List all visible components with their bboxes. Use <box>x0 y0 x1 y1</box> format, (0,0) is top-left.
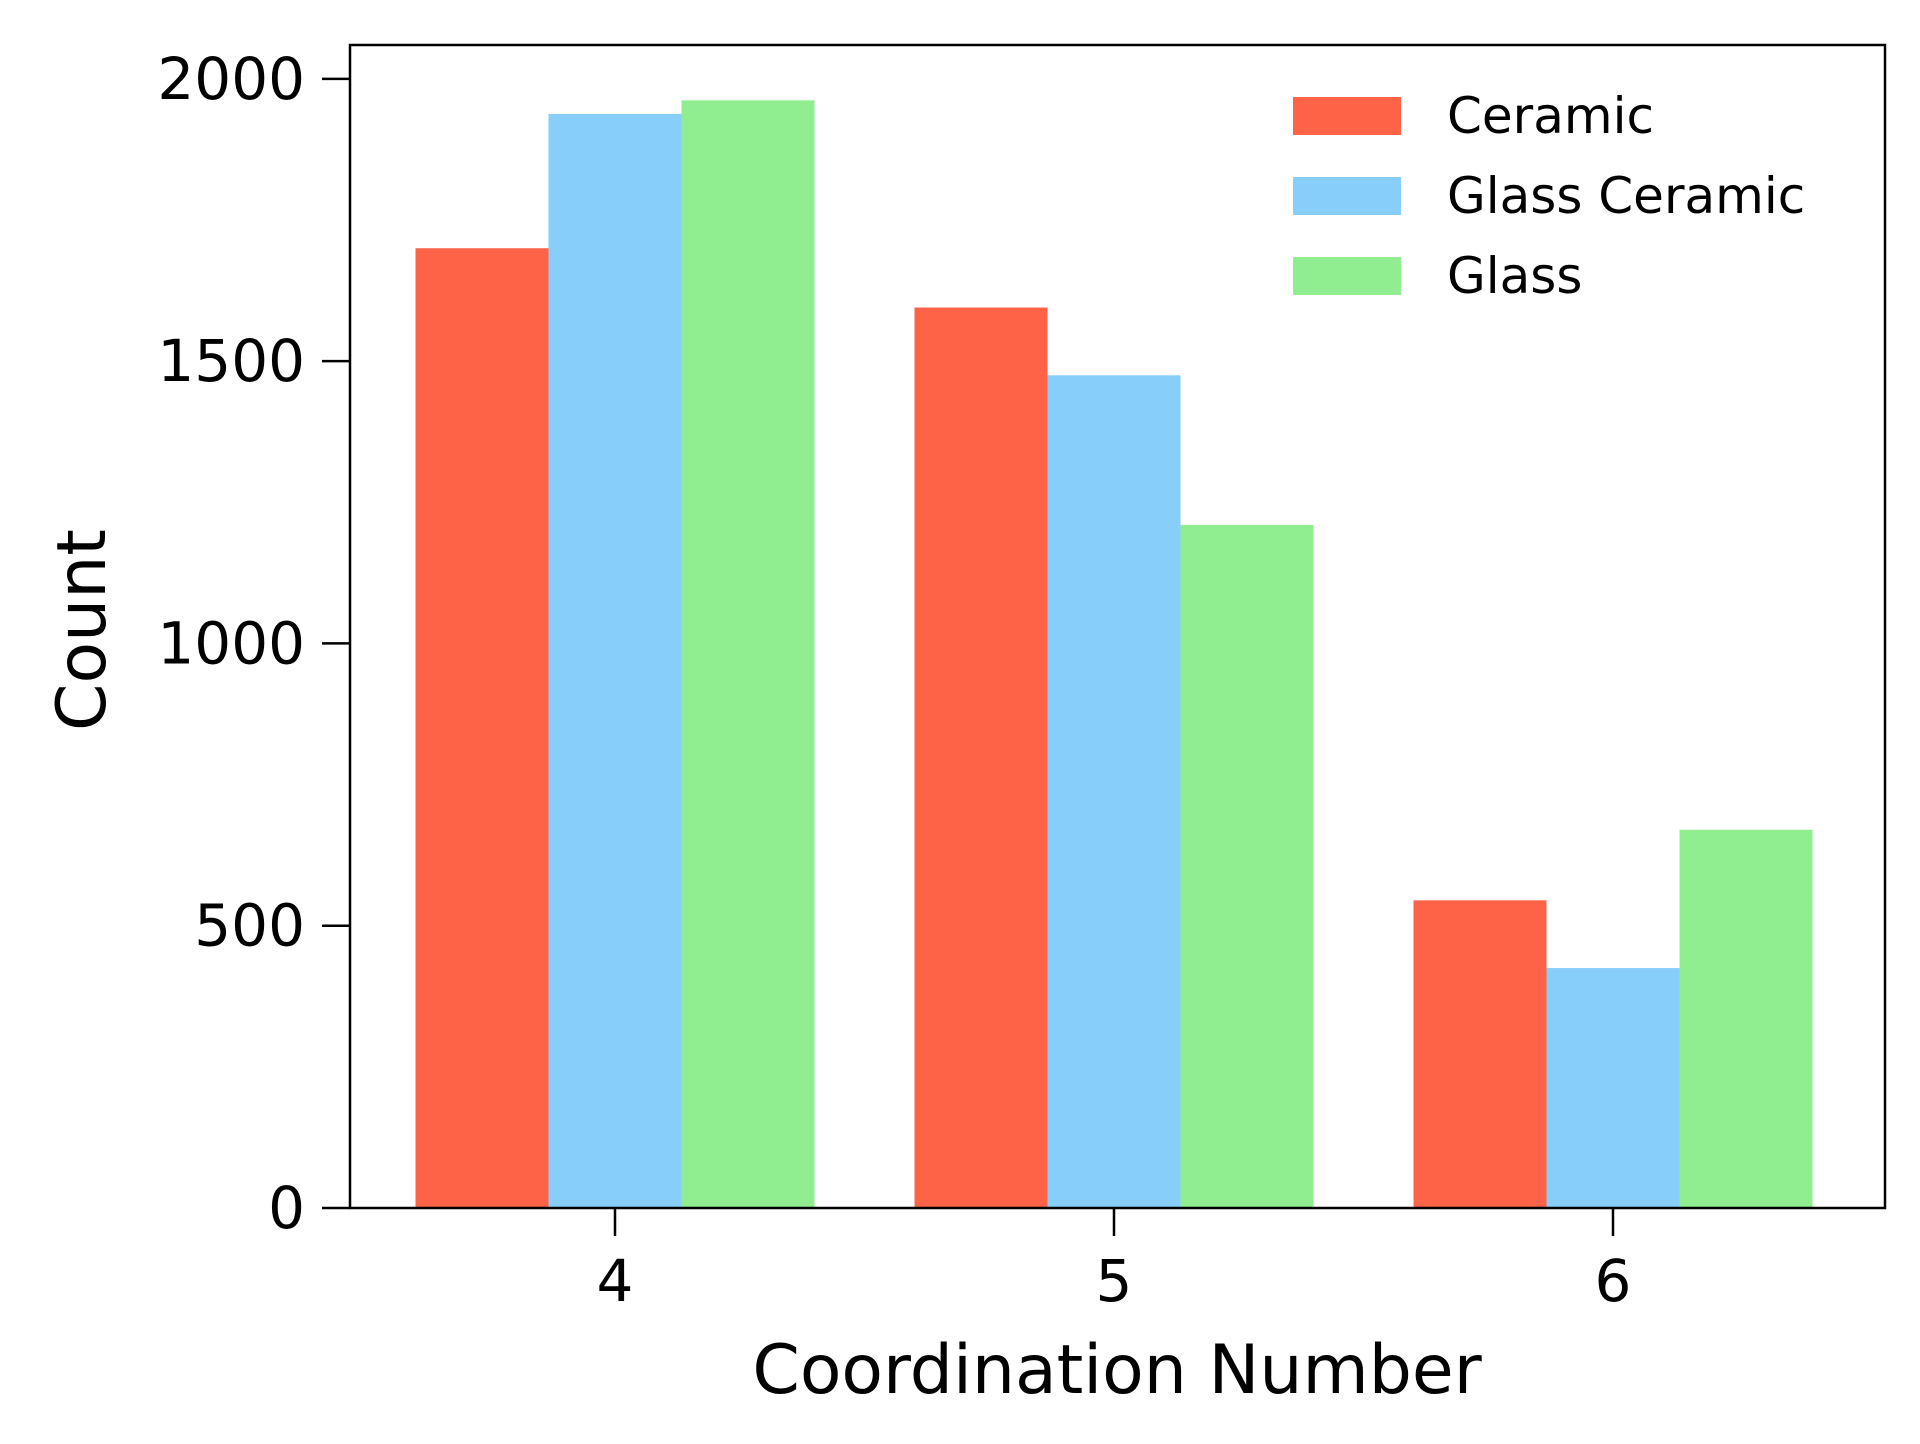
legend-swatch-glass-ceramic <box>1293 177 1401 215</box>
y-tick-label: 500 <box>194 892 305 960</box>
plot-frame <box>348 43 1887 1210</box>
x-tick-label: 6 <box>1595 1247 1632 1315</box>
bar-ceramic-4 <box>415 248 549 1208</box>
bar-ceramic-5 <box>914 307 1048 1208</box>
legend-swatch-ceramic <box>1293 97 1401 135</box>
legend-label: Glass Ceramic <box>1447 167 1805 225</box>
bar-glass-6 <box>1679 829 1813 1208</box>
legend-label: Glass <box>1447 247 1582 305</box>
bar-glass-ceramic-4 <box>548 113 682 1208</box>
bar-glass-ceramic-6 <box>1546 968 1680 1208</box>
legend-swatch-glass <box>1293 257 1401 295</box>
axes-layer <box>348 43 1887 1210</box>
bar-ceramic-6 <box>1413 900 1547 1208</box>
bars-layer <box>415 100 1813 1209</box>
y-tick-label: 1000 <box>157 609 305 677</box>
x-tick-label: 4 <box>597 1247 634 1315</box>
y-axis-label: Count <box>43 529 122 731</box>
x-tick-label: 5 <box>1096 1247 1133 1315</box>
ticks-layer: 0 500 1000 1500 2000 4 5 6 <box>157 45 1631 1315</box>
bar-glass-5 <box>1180 524 1314 1208</box>
y-tick-label: 1500 <box>157 327 305 395</box>
bar-glass-4 <box>681 100 815 1209</box>
x-axis-label: Coordination Number <box>752 1331 1481 1410</box>
legend-label: Ceramic <box>1447 87 1654 145</box>
y-tick-label: 2000 <box>157 45 305 113</box>
y-tick-label: 0 <box>268 1174 305 1242</box>
legend: Ceramic Glass Ceramic Glass <box>1293 87 1805 305</box>
bar-glass-ceramic-5 <box>1047 375 1181 1208</box>
